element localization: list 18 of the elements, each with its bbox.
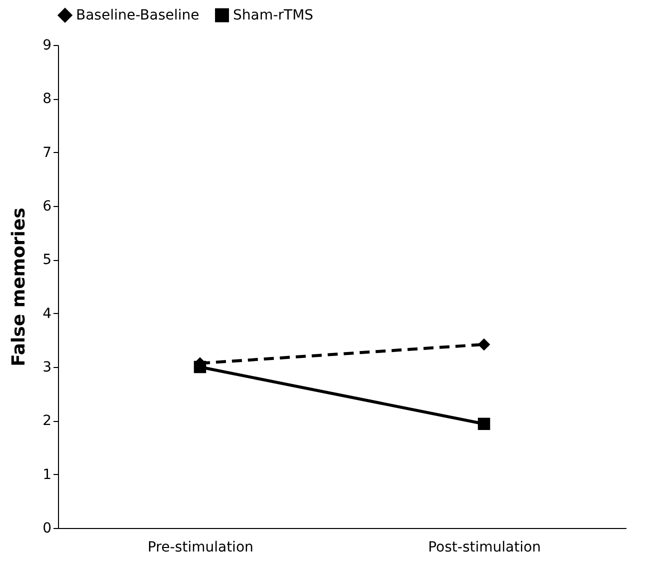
y-axis-title: False memories — [8, 208, 30, 366]
legend-label: Baseline-Baseline — [76, 7, 200, 24]
y-tick-label: 0 — [42, 520, 52, 536]
y-tick-label: 6 — [42, 198, 52, 214]
y-tick-label: 2 — [42, 413, 52, 430]
y-tick-label: 3 — [42, 360, 52, 376]
y-tick-label: 5 — [42, 252, 52, 268]
x-tick-label: Post-stimulation — [428, 540, 541, 556]
y-tick-label: 9 — [42, 38, 52, 54]
y-tick-label: 8 — [42, 91, 52, 108]
x-tick-label: Pre-stimulation — [148, 540, 254, 556]
y-tick-label: 7 — [42, 144, 52, 161]
point — [194, 360, 206, 374]
legend-label: Sham-rTMS — [233, 7, 314, 24]
y-tick-label: 1 — [42, 466, 52, 483]
point — [478, 418, 490, 430]
point — [478, 338, 490, 351]
y-tick-label: 4 — [42, 306, 52, 322]
